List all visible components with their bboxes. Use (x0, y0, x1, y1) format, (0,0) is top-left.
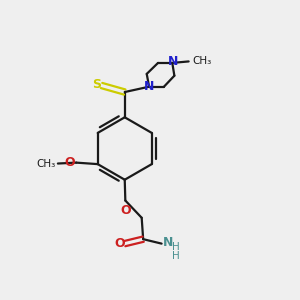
Text: N: N (144, 80, 154, 93)
Text: N: N (163, 236, 173, 249)
Text: O: O (64, 156, 75, 169)
Text: H: H (172, 251, 180, 261)
Text: CH₃: CH₃ (36, 158, 56, 169)
Text: S: S (92, 78, 101, 92)
Text: O: O (120, 203, 130, 217)
Text: H: H (172, 242, 180, 252)
Text: CH₃: CH₃ (192, 56, 212, 66)
Text: O: O (114, 237, 125, 250)
Text: N: N (168, 55, 179, 68)
